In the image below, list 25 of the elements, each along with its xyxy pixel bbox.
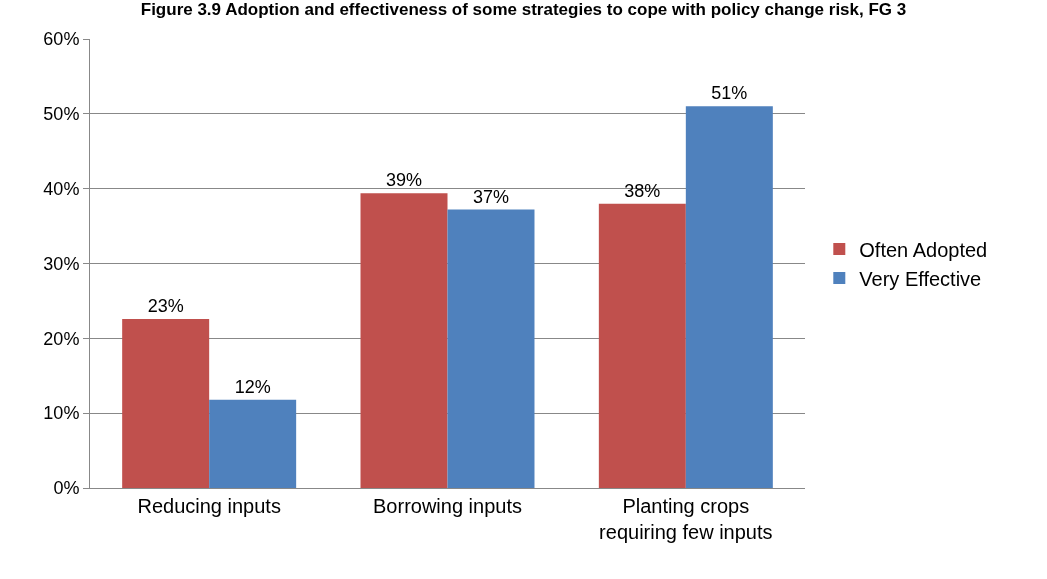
chart-title: Figure 3.9 Adoption and effectiveness of some strategies to cope with policy change risk, FG 3 (140, 0, 907, 19)
data-label: 51% (711, 83, 748, 104)
y-tick-label: 10% (43, 403, 80, 424)
y-tick-label: 60% (43, 29, 80, 50)
data-label: 39% (385, 170, 423, 191)
legend-label: Often Adopted (859, 238, 988, 261)
data-label: 37% (472, 186, 510, 207)
data-label: 23% (147, 295, 184, 316)
x-tick-label: Planting crops requiring few inputs (599, 495, 773, 543)
bar (209, 399, 297, 488)
y-tick-label: 20% (43, 328, 80, 349)
y-tick-label: 30% (43, 253, 80, 274)
y-tick-label: 40% (43, 178, 80, 199)
data-label: 12% (234, 376, 271, 397)
bar (685, 106, 773, 488)
x-tick-label: Borrowing inputs (373, 495, 522, 517)
data-label: 38% (624, 180, 661, 201)
bar (598, 203, 686, 488)
bar (122, 318, 210, 488)
x-tick-label: Reducing inputs (137, 495, 281, 517)
bar (447, 209, 535, 488)
bar (360, 193, 448, 488)
legend-label: Very Effective (859, 267, 982, 290)
y-tick-label: 50% (43, 104, 80, 125)
y-tick-label: 0% (53, 478, 80, 499)
